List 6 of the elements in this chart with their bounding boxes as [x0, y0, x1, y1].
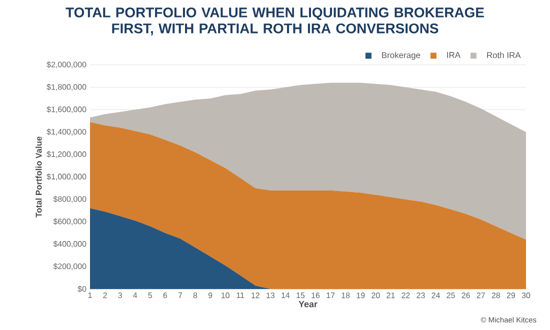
y-axis-title: Total Portfolio Value [36, 136, 42, 218]
chart-title: TOTAL PORTFOLIO VALUE WHEN LIQUIDATING BROKERAGE FIRST, WITH PARTIAL ROTH IRA CONVERSIONS [66, 8, 484, 36]
legend-label: IRA [447, 52, 461, 58]
x-axis-title: Year [298, 301, 318, 308]
legend-label: Roth IRA [487, 52, 521, 58]
legend-label: Brokerage [382, 52, 420, 60]
